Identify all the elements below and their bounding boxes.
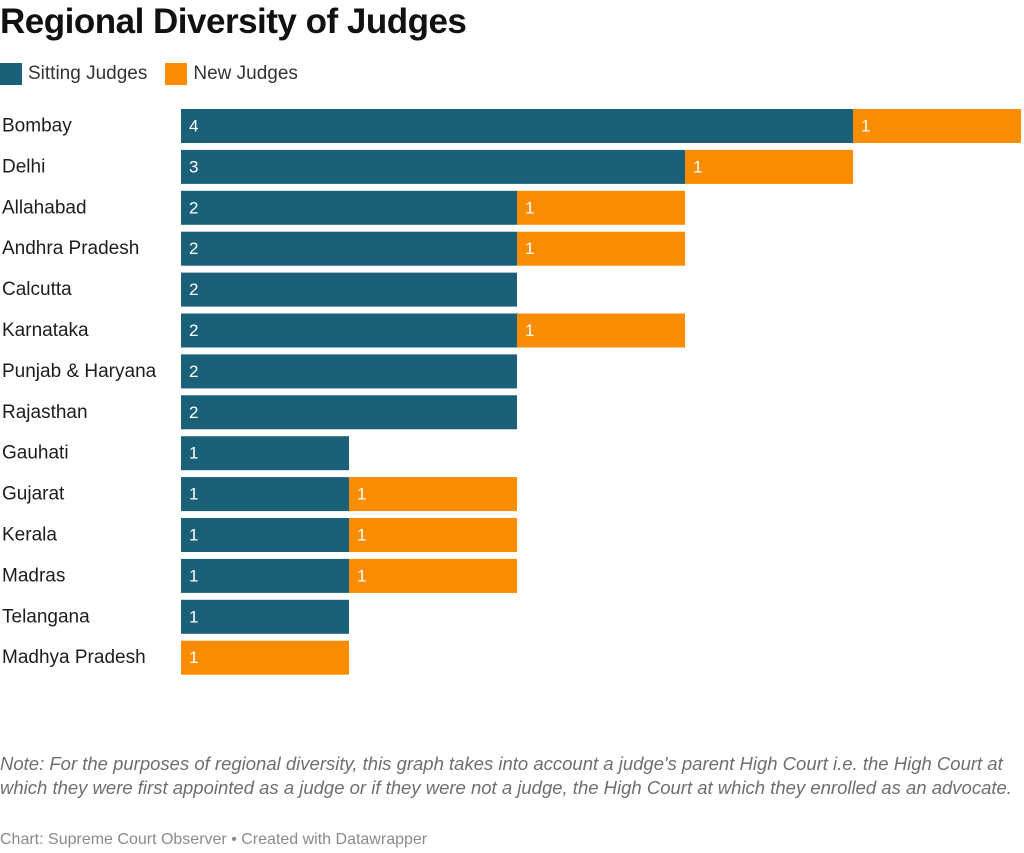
bar-new-judges-kerala [349,518,517,552]
category-label-allahabad: Allahabad [2,197,87,218]
bar-sitting-judges-gujarat [181,477,349,512]
bar-sitting-judges-calcutta [181,272,517,307]
bar-new-judges-madhya-pradesh [181,640,349,675]
value-label-sitting-judges-delhi: 3 [189,157,198,176]
chart-title: Regional Diversity of Judges [0,2,467,41]
value-label-new-judges-kerala: 1 [357,526,366,545]
category-label-gujarat: Gujarat [2,484,65,505]
chart-credit: Chart: Supreme Court Observer • Created … [0,831,428,848]
bar-sitting-judges-madras [181,558,349,593]
legend-label-sitting-judges: Sitting Judges [28,63,148,84]
bar-new-judges-madras [349,558,517,593]
bar-sitting-judges-gauhati [181,436,349,471]
value-label-new-judges-delhi: 1 [693,157,702,176]
category-label-calcutta: Calcutta [2,279,72,300]
value-label-sitting-judges-kerala: 1 [189,526,198,545]
category-label-madras: Madras [2,565,65,586]
legend: Sitting Judges New Judges [0,62,316,86]
bar-new-judges-allahabad [517,190,685,225]
bar-sitting-judges-allahabad [181,190,517,225]
value-label-sitting-judges-calcutta: 2 [189,280,198,299]
category-label-karnataka: Karnataka [2,320,89,341]
category-label-kerala: Kerala [2,525,57,546]
bar-sitting-judges-punjab-haryana [181,354,517,389]
bar-new-judges-gujarat [349,477,517,512]
category-label-delhi: Delhi [2,156,45,177]
bar-sitting-judges-andhra-pradesh [181,231,517,266]
category-label-telangana: Telangana [2,606,90,627]
bar-sitting-judges-karnataka [181,313,517,348]
category-label-punjab-haryana: Punjab & Haryana [2,361,157,382]
category-label-madhya-pradesh: Madhya Pradesh [2,647,146,668]
bar-chart: Bombay 4 1 Delhi 3 1 Allahabad 2 1 Andhra Pradesh… [2,109,1021,675]
legend-item-sitting-judges: Sitting Judges [0,62,147,86]
value-label-new-judges-madhya-pradesh: 1 [189,648,198,667]
value-label-sitting-judges-madras: 1 [189,566,198,585]
bar-new-judges-andhra-pradesh [517,231,685,266]
value-label-sitting-judges-karnataka: 2 [189,321,198,340]
legend-item-new-judges: New Judges [165,62,298,86]
value-label-new-judges-karnataka: 1 [525,321,534,340]
value-label-new-judges-madras: 1 [357,566,366,585]
legend-swatch-new-judges [165,63,188,85]
value-label-sitting-judges-gauhati: 1 [189,444,198,463]
value-label-new-judges-andhra-pradesh: 1 [525,239,534,258]
category-label-andhra-pradesh: Andhra Pradesh [2,238,139,259]
bar-sitting-judges-rajasthan [181,395,517,430]
category-label-bombay: Bombay [2,116,72,137]
legend-swatch-sitting-judges [0,63,22,85]
value-label-sitting-judges-bombay: 4 [189,117,198,136]
value-label-sitting-judges-rajasthan: 2 [189,403,198,422]
bar-new-judges-bombay [853,109,1021,143]
chart-note: Note: For the purposes of regional diver… [0,753,1012,798]
value-label-sitting-judges-telangana: 1 [189,607,198,626]
value-label-new-judges-bombay: 1 [861,117,870,136]
legend-label-new-judges: New Judges [193,63,298,84]
value-label-sitting-judges-punjab-haryana: 2 [189,362,198,381]
value-label-sitting-judges-andhra-pradesh: 2 [189,239,198,258]
value-label-new-judges-allahabad: 1 [525,198,534,217]
bar-sitting-judges-kerala [181,518,349,552]
value-label-new-judges-gujarat: 1 [357,485,366,504]
bar-sitting-judges-bombay [181,109,853,143]
bar-new-judges-delhi [685,149,853,184]
bar-new-judges-karnataka [517,313,685,348]
bar-sitting-judges-delhi [181,149,685,184]
value-label-sitting-judges-gujarat: 1 [189,485,198,504]
value-label-sitting-judges-allahabad: 2 [189,198,198,217]
category-label-rajasthan: Rajasthan [2,402,88,423]
category-label-gauhati: Gauhati [2,443,69,464]
bar-sitting-judges-telangana [181,599,349,634]
